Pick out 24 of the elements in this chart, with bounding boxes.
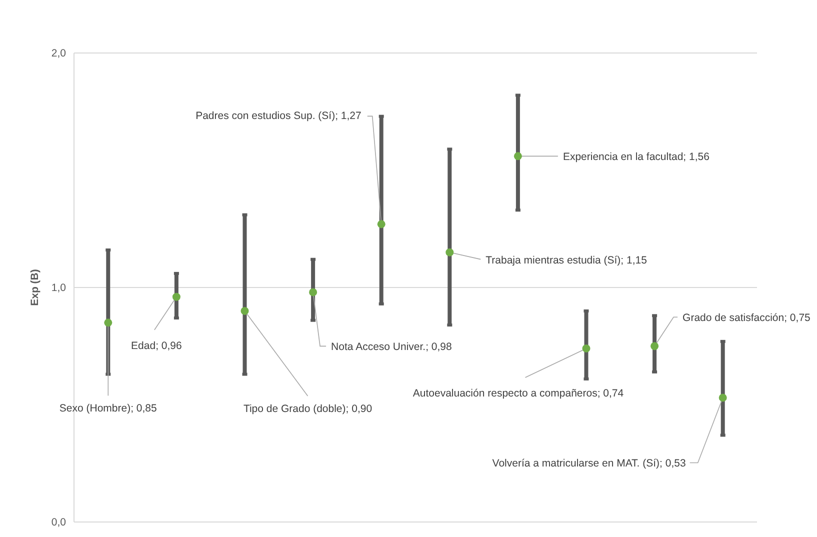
point <box>172 292 180 301</box>
point <box>104 318 112 327</box>
data-label: Edad; 0,96 <box>131 340 182 352</box>
y-tick-label: 2,0 <box>51 48 66 60</box>
point <box>582 344 590 352</box>
data-label: Padres con estudios Sup. (Sí); 1,27 <box>196 110 362 122</box>
point <box>240 306 249 315</box>
data-label: Experiencia en la facultad; 1,56 <box>562 151 710 164</box>
point <box>309 288 318 296</box>
data-label: Tipo de Grado (doble); 0,90 <box>243 402 372 415</box>
y-tick-label: 0,0 <box>51 516 66 529</box>
data-label: Trabaja mientras estudia (Sí); 1,15 <box>486 254 648 266</box>
point <box>514 152 522 160</box>
point <box>377 220 386 228</box>
point <box>446 248 454 256</box>
data-label: Sexo (Hombre); 0,85 <box>59 402 158 415</box>
y-tick-label: 1,0 <box>51 282 66 294</box>
data-label: Autoevaluación respecto a compañeros; 0,74 <box>412 387 624 400</box>
point <box>718 394 727 402</box>
y-axis-title: Exp (B) <box>29 269 41 306</box>
point <box>650 342 659 350</box>
data-label: Nota Acceso Univer.; 0,98 <box>331 341 452 354</box>
data-label: Grado de satisfacción; 0,75 <box>682 312 811 324</box>
data-label: Volvería a matricularse en MAT. (Sí); 0,53 <box>492 458 686 470</box>
